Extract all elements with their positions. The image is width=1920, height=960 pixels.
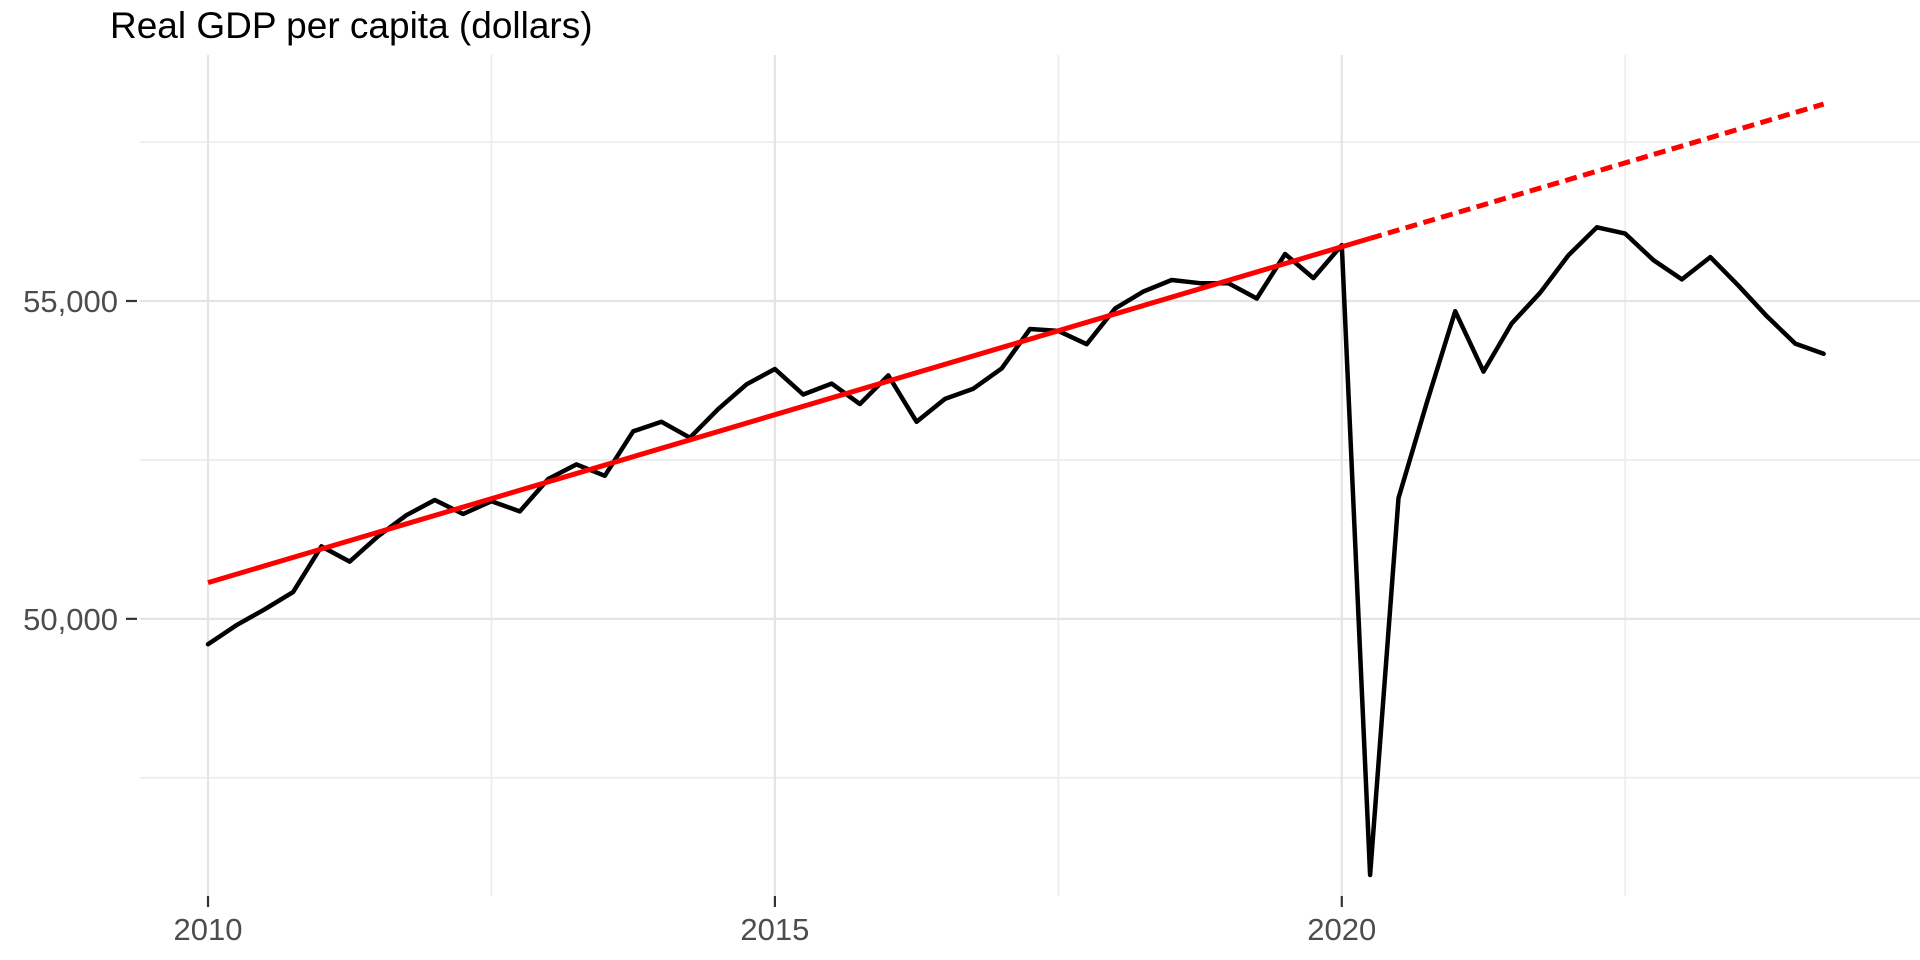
- real-gdp-per-capita-line: [205, 225, 1826, 878]
- series-layer: [205, 101, 1826, 878]
- y-tick-label: 50,000: [23, 602, 118, 637]
- label-layer: 2010 2015 2020 50,000 55,000: [23, 284, 1376, 947]
- x-tick-label: 2015: [740, 912, 809, 947]
- trend-line-solid: [207, 235, 1371, 586]
- trend-projection-dashed: [1369, 101, 1825, 241]
- x-tick-label: 2020: [1307, 912, 1376, 947]
- tick-layer: [126, 299, 1343, 907]
- x-tick-label: 2010: [174, 912, 243, 947]
- grid-layer: [140, 55, 1920, 896]
- chart-title: Real GDP per capita (dollars): [110, 5, 593, 46]
- y-tick-label: 55,000: [23, 284, 118, 319]
